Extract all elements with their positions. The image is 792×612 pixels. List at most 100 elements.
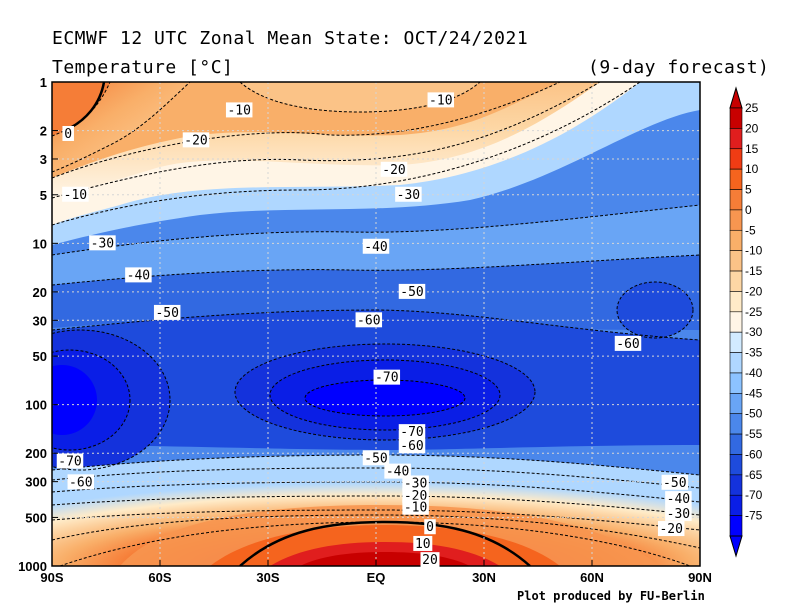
contour-label: -50 <box>155 306 178 321</box>
contour-label: -20 <box>382 163 405 178</box>
y-tick-label: 100 <box>25 398 47 413</box>
colorbar-label: -55 <box>745 427 763 441</box>
contour-line <box>52 82 561 179</box>
colorbar-label: -60 <box>745 447 763 461</box>
contour-label: -30 <box>91 236 114 251</box>
grid <box>52 82 700 566</box>
colorbar-swatch <box>729 393 743 415</box>
zero-contours <box>69 82 531 566</box>
colorbar-swatch <box>729 474 743 496</box>
x-tick-label: 30N <box>472 570 496 585</box>
colorbar-bottom-arrow <box>729 535 743 558</box>
colorbar-label: -30 <box>745 325 763 339</box>
contour-line <box>52 467 700 489</box>
contour-line <box>52 509 700 531</box>
contour-label-bg <box>62 186 89 202</box>
colorbar-swatch <box>729 413 743 435</box>
contour-label: -10 <box>404 501 427 516</box>
contour-label-bg <box>665 505 692 521</box>
contour-labels: 0-10-10-10-20-20-30-30 -40-40-50-50 -60-60… <box>56 92 692 568</box>
colorbar-label: 5 <box>745 183 752 197</box>
contour-label-bg <box>614 335 642 351</box>
y-tick-label: 200 <box>25 446 47 461</box>
colorbar-label: -5 <box>745 223 756 237</box>
colorbar-swatch <box>729 168 743 190</box>
contour-label: -60 <box>69 475 92 490</box>
colorbar-label: -70 <box>745 488 763 502</box>
contour-line <box>52 514 700 549</box>
colorbar-swatch <box>729 311 743 333</box>
colorbar-label: 0 <box>745 203 752 217</box>
contour-label: -30 <box>397 188 420 203</box>
contour-label-bg <box>402 499 429 515</box>
x-tick-label: EQ <box>367 570 386 585</box>
contour-label-bg <box>427 92 455 108</box>
contour-label: -50 <box>364 451 387 466</box>
colorbar-label: -15 <box>745 264 763 278</box>
contour-line <box>52 204 700 256</box>
colorbar-swatch <box>729 372 743 394</box>
contour-label: -40 <box>364 240 387 255</box>
colorbar-swatch <box>729 454 743 476</box>
field-eq-cold-3 <box>305 380 465 416</box>
colorbar-swatch <box>729 229 743 251</box>
contour-label-bg <box>67 474 95 490</box>
contour-label-bg <box>398 424 426 440</box>
contour-label-bg <box>355 312 383 328</box>
contour-label-bg <box>657 521 685 537</box>
y-tick-label: 10 <box>33 236 47 251</box>
contour-label: -30 <box>667 507 690 522</box>
contour-label-bg <box>56 453 84 469</box>
x-tick-label: 90S <box>40 570 63 585</box>
contour-line <box>52 82 601 199</box>
contour-label-bg <box>62 125 74 141</box>
colorbar-label: -10 <box>745 244 763 258</box>
colorbar-swatch <box>729 189 743 211</box>
axes: 90S 60S 30S EQ 30N 60N 90N12351020305010020030… <box>18 75 712 585</box>
colorbar-swatch <box>729 128 743 150</box>
colorbar-swatch <box>729 291 743 313</box>
contour-label-bg <box>362 238 390 254</box>
contour-label-bg <box>398 283 426 299</box>
contour-label: 20 <box>422 553 438 568</box>
contour-line-zero <box>239 520 531 566</box>
colorbar-label: 25 <box>745 101 759 115</box>
contour-line <box>52 495 700 516</box>
contour-line <box>269 359 501 431</box>
colorbar-swatch <box>729 250 743 272</box>
contour-label-bg <box>89 235 116 251</box>
contour-label: -60 <box>616 337 639 352</box>
colorbar-label: -50 <box>745 407 763 421</box>
y-tick-label: 300 <box>25 475 47 490</box>
colorbar-label: -25 <box>745 305 763 319</box>
contour-line <box>616 281 694 339</box>
contour-label-bg <box>380 161 408 177</box>
contour-label-bg <box>182 132 210 148</box>
colorbar-top-arrow <box>729 86 743 109</box>
contour-label-bg <box>424 519 436 535</box>
contour-lines <box>52 82 700 566</box>
contour-label: 0 <box>426 520 434 535</box>
y-tick-label: 1 <box>40 75 47 90</box>
contour-line <box>52 82 641 226</box>
contour-label-bg <box>153 304 181 320</box>
field-nh-cold <box>617 282 693 338</box>
contour-label-bg <box>373 369 401 385</box>
contour-line-zero <box>69 82 106 130</box>
colorbar-label: 15 <box>745 142 759 156</box>
contour-line <box>52 349 131 451</box>
field-sh-vortex-3 <box>52 365 97 435</box>
colorbar-swatch <box>729 331 743 353</box>
x-tick-label: 60S <box>148 570 171 585</box>
contour-label-bg <box>413 535 433 551</box>
contour-label: 0 <box>64 127 72 142</box>
contour-label-bg <box>665 491 692 507</box>
contour-line <box>234 343 536 441</box>
contour-line <box>52 481 700 503</box>
y-tick-label: 1000 <box>18 559 47 574</box>
x-tick-label: 30S <box>256 570 279 585</box>
colorbar-label: 10 <box>745 162 759 176</box>
contour-line <box>59 521 691 566</box>
contour-line <box>52 82 191 173</box>
colorbar-swatch <box>729 107 743 129</box>
